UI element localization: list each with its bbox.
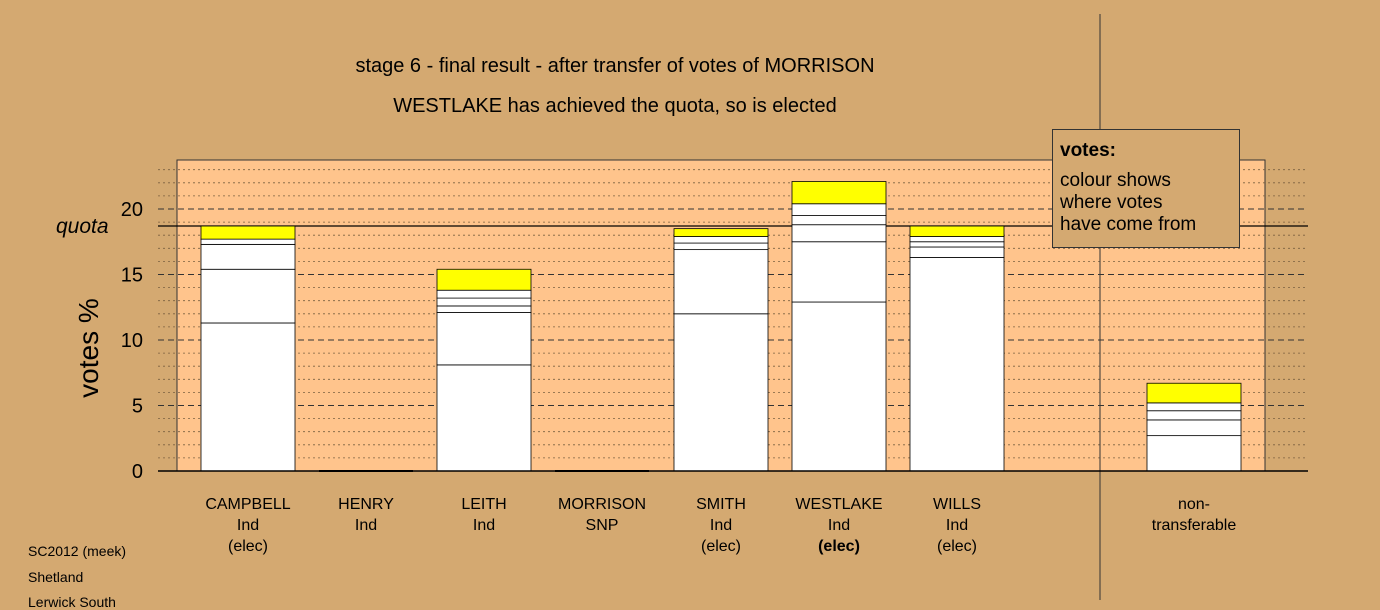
bar-segment [791,215,887,226]
legend-text-line: colour shows [1060,170,1171,191]
bar-segment [436,289,532,299]
footer-council: Shetland [28,569,84,585]
bar-segment [436,312,532,366]
bar-segment [436,305,532,313]
nontransferable-label: transferable [1152,517,1237,534]
nontransferable-bar-transfer-segment [1146,382,1242,404]
bar-segment [791,224,887,243]
nontransferable-bar-segment [1146,402,1242,412]
chart-title: stage 6 - final result - after transfer … [355,55,875,77]
candidate-name-label: SMITH [696,496,746,513]
bar-segment [673,242,769,251]
bar-transfer-segment [200,225,296,240]
candidate-party-label: Ind [828,517,850,534]
bar-segment [909,236,1005,243]
candidate-name-label: CAMPBELL [205,496,290,513]
candidate-status-label: (elec) [701,538,741,555]
candidate-party-label: Ind [237,517,259,534]
footer-method: SC2012 (meek) [28,543,127,559]
bar-transfer-segment [791,181,887,205]
bar-segment [436,297,532,307]
bar-segment [436,364,532,472]
y-tick-label: 15 [121,265,143,287]
bar-transfer-segment [673,228,769,237]
bar-segment [909,246,1005,258]
y-tick-label: 20 [121,199,143,221]
candidate-name-label: HENRY [338,496,394,513]
bar-segment [791,301,887,472]
legend: votes: colour shows where votes have com… [1052,129,1240,248]
bar-segment [200,268,296,324]
legend-text-line: where votes [1060,192,1163,213]
nontransferable-label: non- [1178,496,1210,513]
y-tick-label: 10 [121,330,143,352]
bar-segment [200,238,296,245]
footer-ward: Lerwick South [28,594,116,610]
bar-segment [909,241,1005,248]
candidate-status-label: (elec) [228,538,268,555]
candidate-party-label: Ind [946,517,968,534]
bar-segment [200,243,296,270]
bar-transfer-segment [909,225,1005,237]
legend-title: votes: [1060,140,1116,161]
y-tick-label: 0 [132,461,143,483]
candidate-name-label: WESTLAKE [795,496,882,513]
y-tick-label: 5 [132,396,143,418]
y-axis-label: votes % [73,298,104,398]
bar-segment [673,313,769,472]
nontransferable-bar-segment [1146,410,1242,421]
candidate-status-label: (elec) [937,538,977,555]
candidate-name-label: LEITH [461,496,506,513]
bar-segment [673,236,769,244]
candidate-name-label: WILLS [933,496,981,513]
bar-segment [791,203,887,216]
candidate-party-label: Ind [710,517,732,534]
candidate-party-label: Ind [473,517,495,534]
candidate-name-label: MORRISON [558,496,646,513]
legend-text-line: have come from [1060,214,1197,235]
bar-segment [673,249,769,315]
bar-transfer-segment [436,268,532,291]
nontransferable-bar-segment [1146,435,1242,472]
chart-subtitle: WESTLAKE has achieved the quota, so is e… [393,95,837,117]
nontransferable-bar-segment [1146,419,1242,437]
bar-segment [909,257,1005,472]
bar-segment [200,322,296,472]
candidate-party-label: SNP [586,517,619,534]
candidate-party-label: Ind [355,517,377,534]
bar-segment [791,241,887,303]
candidate-status-label: (elec) [818,538,860,555]
quota-label: quota [56,215,109,238]
